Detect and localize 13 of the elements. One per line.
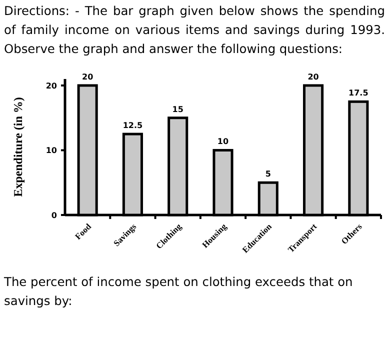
data-label: 10 xyxy=(217,137,229,146)
text: The percent of income spent on clothing exceeds that on savings by: xyxy=(3,274,354,310)
data-label: 15 xyxy=(172,104,184,114)
chart-title: Directions: - The bar graph given below shows the spending of family income on various items and savings during 1993. Observe the graph and answer the following questions: xyxy=(3,3,386,58)
y-tick-label: 0 xyxy=(51,211,58,220)
data-label: 17.5 xyxy=(348,88,369,98)
data-label: 12.5 xyxy=(122,121,144,130)
data-label: 20 xyxy=(308,72,320,82)
y-tick-label: 10 xyxy=(46,146,58,156)
data-label: 5 xyxy=(265,170,272,179)
data-label: 20 xyxy=(82,72,94,82)
y-axis-title: Expenditure (in %) xyxy=(11,97,25,197)
y-tick-label: 20 xyxy=(46,81,58,90)
